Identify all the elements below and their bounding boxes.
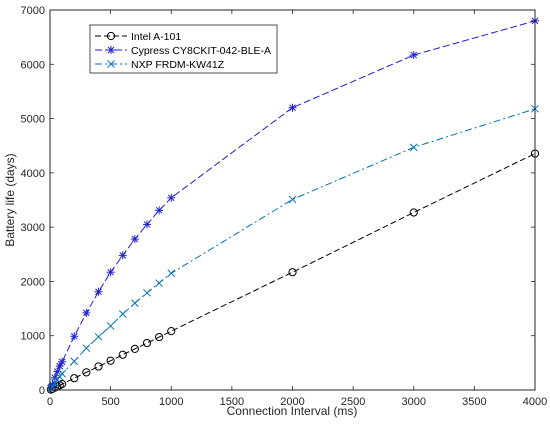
data-point (82, 308, 91, 317)
data-point (130, 235, 139, 244)
x-tick-label: 3000 (402, 396, 426, 408)
legend-marker (106, 31, 116, 41)
x-axis: 0 500 1000 1500 2000 2500 3000 3500 4000 (47, 10, 547, 408)
data-point (94, 287, 103, 296)
data-point (94, 332, 103, 341)
x-tick-label: 4000 (523, 396, 547, 408)
data-point (58, 379, 67, 389)
data-point (143, 288, 151, 297)
data-point (106, 268, 115, 277)
legend-marker (107, 46, 115, 54)
y-tick-label: 6000 (21, 59, 45, 71)
y-tick-label: 3000 (21, 222, 45, 234)
data-point (167, 269, 176, 278)
legend-marker (107, 60, 115, 68)
data-point (118, 350, 127, 359)
data-point (288, 103, 297, 112)
x-tick-label: 1500 (220, 396, 244, 408)
data-point (155, 279, 163, 287)
data-point (82, 344, 91, 353)
plot-markers (46, 16, 540, 394)
x-tick-label: 500 (101, 396, 119, 408)
x-tick-label: 2000 (280, 396, 304, 408)
data-point (409, 208, 418, 217)
data-point (409, 143, 418, 152)
x-axis-label: Connection Interval (ms) (227, 404, 358, 418)
data-point (50, 379, 59, 387)
data-point (142, 338, 152, 348)
data-point (106, 356, 115, 365)
data-point (58, 369, 66, 378)
y-tick-label: 5000 (21, 114, 45, 126)
data-point (106, 322, 115, 330)
legend-label: Cypress CY8CKIT-042-BLE-A (131, 45, 271, 57)
data-point (155, 206, 164, 215)
data-point (130, 344, 139, 354)
series-line (50, 153, 536, 391)
y-axis-label: Battery life (days) (3, 153, 17, 246)
data-point (118, 310, 127, 318)
data-point (155, 332, 164, 342)
data-point (167, 193, 176, 202)
y-tick-label: 7000 (21, 5, 45, 17)
data-point (58, 357, 67, 366)
y-tick-label: 4000 (21, 168, 45, 180)
data-point (288, 195, 297, 204)
y-tick-label: 2000 (21, 276, 45, 288)
y-tick-label: 0 (39, 385, 45, 397)
data-point (118, 251, 127, 260)
data-point (94, 362, 103, 371)
x-tick-label: 1000 (159, 396, 183, 408)
legend: Intel A-101 Cypress CY8CKIT-042-BLE-A NXP … (89, 24, 278, 74)
data-point (167, 327, 176, 336)
legend-label: NXP FRDM-KW41Z (131, 59, 225, 71)
x-tick-label: 0 (47, 396, 53, 408)
legend-box (89, 24, 278, 74)
data-point (143, 220, 151, 229)
data-point (288, 268, 297, 277)
data-point (70, 332, 79, 341)
x-tick-label: 3500 (462, 396, 486, 408)
data-point (70, 374, 79, 383)
data-point (82, 368, 91, 377)
x-tick-label: 2500 (341, 396, 365, 408)
y-tick-label: 1000 (21, 331, 45, 343)
legend-label: Intel A-101 (131, 31, 181, 43)
data-point (131, 299, 139, 307)
data-point (409, 51, 418, 60)
y-axis: 0 1000 2000 3000 4000 5000 6000 7000 (21, 5, 535, 397)
data-point (70, 357, 79, 366)
